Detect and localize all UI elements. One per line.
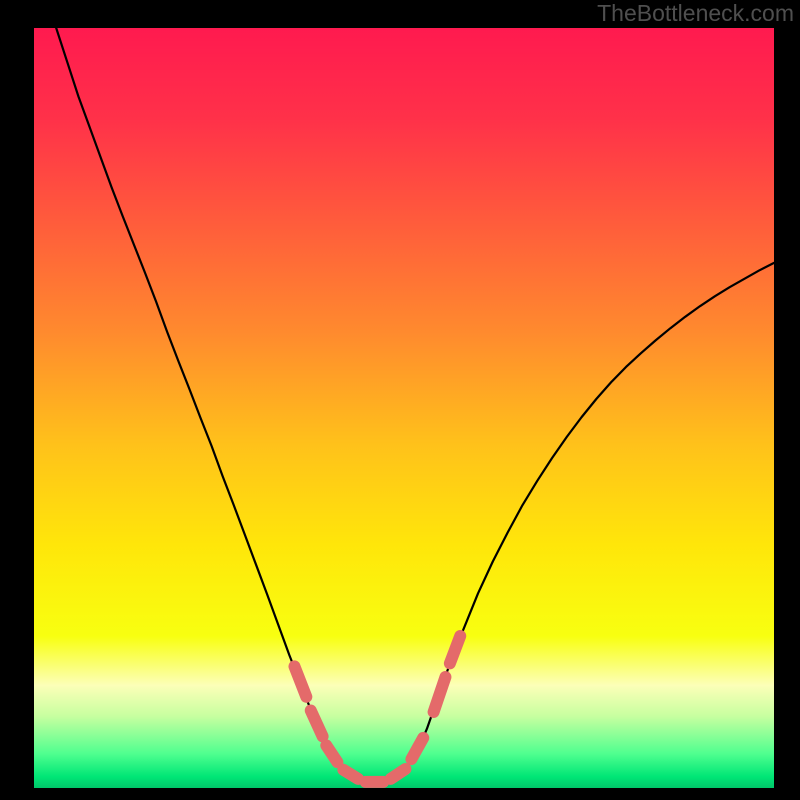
gradient-background bbox=[34, 28, 774, 788]
bottleneck-chart bbox=[0, 0, 800, 800]
watermark-text: TheBottleneck.com bbox=[597, 0, 794, 27]
